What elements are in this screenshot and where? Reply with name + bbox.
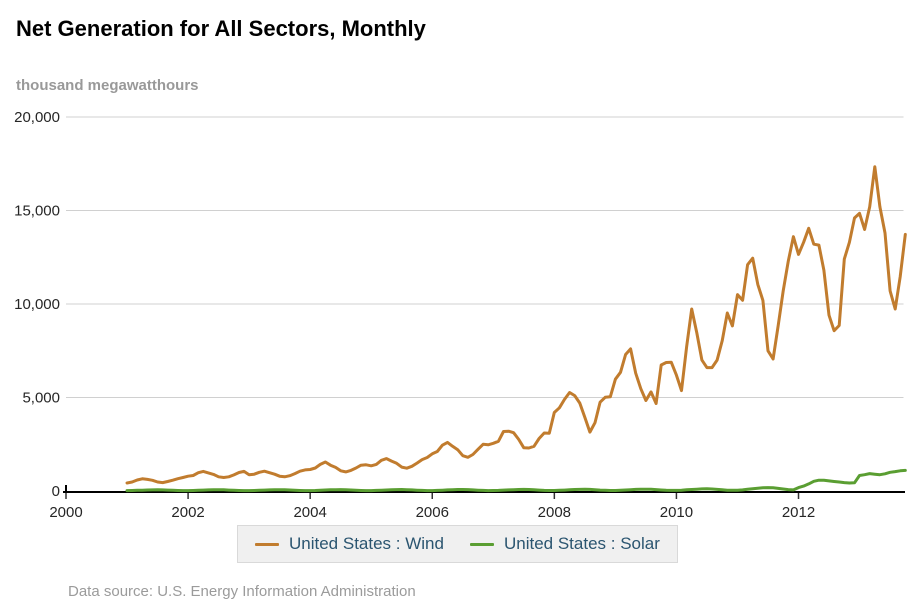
chart-title: Net Generation for All Sectors, Monthly xyxy=(16,16,426,41)
data-source-note: Data source: U.S. Energy Information Adm… xyxy=(68,583,416,600)
y-tick-label: 0 xyxy=(52,483,60,500)
x-tick-label: 2008 xyxy=(538,504,571,521)
x-tick-label: 2002 xyxy=(171,504,204,521)
x-tick-label: 2006 xyxy=(416,504,449,521)
legend-label-wind: United States : Wind xyxy=(289,534,444,553)
y-axis-units-label: thousand megawatthours xyxy=(16,77,199,94)
legend-label-solar: United States : Solar xyxy=(503,534,660,553)
legend-swatch xyxy=(469,542,494,546)
x-tick-label: 2012 xyxy=(782,504,815,521)
y-tick-label: 20,000 xyxy=(14,109,60,126)
x-tick-label: 2000 xyxy=(49,504,82,521)
legend: United States : Wind United States : Sol… xyxy=(237,525,678,563)
x-tick-label: 2010 xyxy=(660,504,693,521)
y-tick-label: 5,000 xyxy=(22,390,60,407)
y-tick-label: 10,000 xyxy=(14,296,60,313)
wind-series-line xyxy=(125,165,907,485)
legend-item-wind[interactable]: United States : Wind xyxy=(255,534,444,554)
legend-swatch xyxy=(255,542,279,546)
solar-series-line xyxy=(125,468,907,493)
legend-item-solar[interactable]: United States : Solar xyxy=(469,534,660,554)
x-tick-label: 2004 xyxy=(293,504,326,521)
y-tick-label: 15,000 xyxy=(14,203,60,220)
